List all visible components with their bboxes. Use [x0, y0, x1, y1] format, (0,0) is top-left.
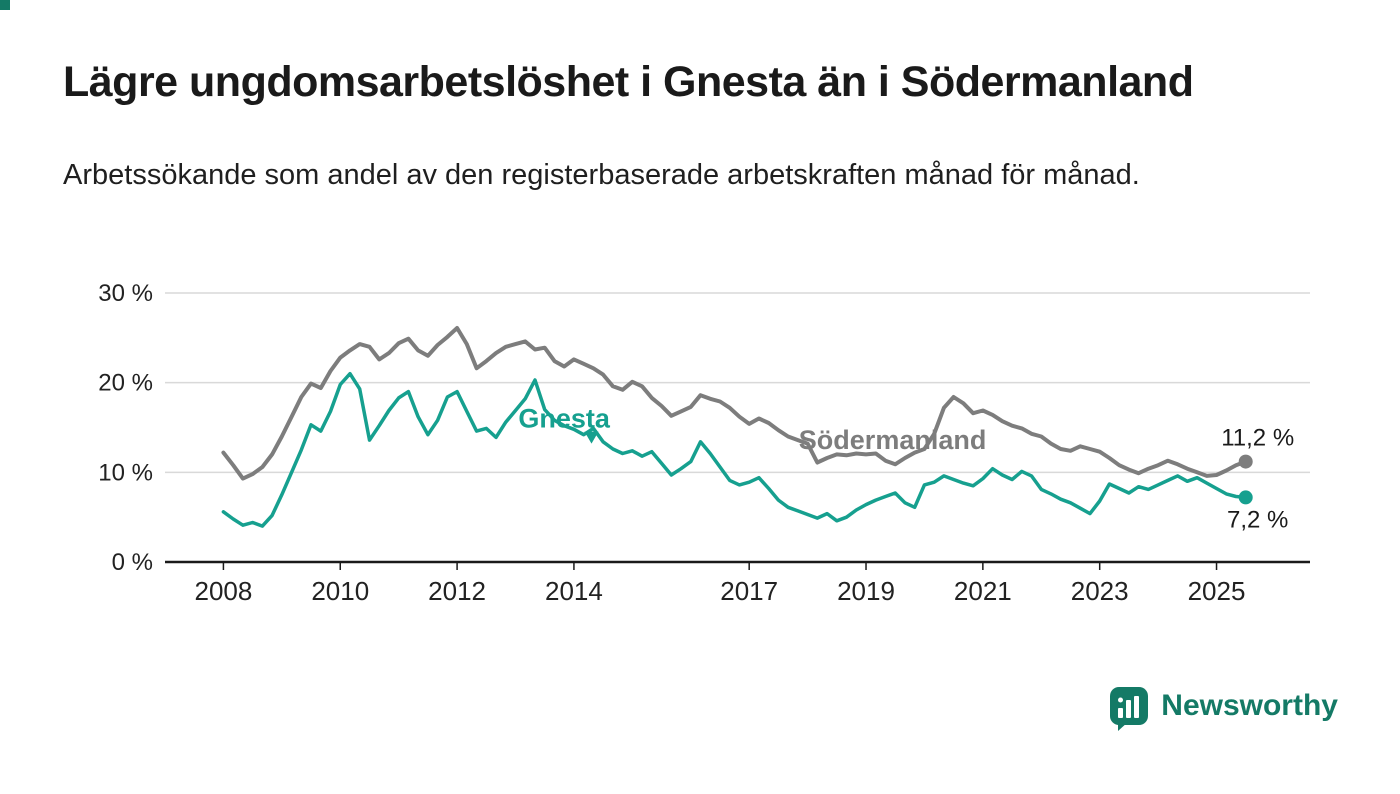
x-tick-label-2023: 2023 — [1071, 576, 1129, 606]
series-line-gnesta — [221, 371, 1248, 528]
x-tick-label-2012: 2012 — [428, 576, 486, 606]
series-label-gnesta: Gnesta — [518, 404, 611, 434]
x-tick-label-2014: 2014 — [545, 576, 603, 606]
y-tick-label-20: 20 % — [98, 370, 153, 397]
chart: 0 % 10 % 20 % 30 % 2008 2010 2012 2014 2017 2019 2… — [65, 270, 1325, 610]
chart-svg: 0 % 10 % 20 % 30 % 2008 2010 2012 2014 2017 2019 2… — [98, 280, 1310, 606]
end-value-label-gnesta: 7,2 % — [1227, 506, 1288, 533]
x-tick-label-2017: 2017 — [720, 576, 778, 606]
newsworthy-logo-text: Newsworthy — [1161, 689, 1338, 722]
page-title: Lägre ungdomsarbetslöshet i Gnesta än i … — [63, 58, 1194, 106]
x-tick-label-2021: 2021 — [954, 576, 1012, 606]
y-tick-label-0: 0 % — [112, 549, 153, 576]
x-tick-label-2019: 2019 — [837, 576, 895, 606]
logo-bar-large — [1134, 696, 1140, 718]
series-end-dot-gnesta — [1238, 490, 1253, 505]
y-tick-label-30: 30 % — [98, 280, 153, 307]
series-label-arrow-gnesta — [584, 431, 599, 444]
series-end-dot-sodermanland — [1238, 454, 1253, 469]
x-tick-label-2010: 2010 — [311, 576, 369, 606]
logo-bar-small — [1118, 708, 1124, 718]
newsworthy-logo: Newsworthy — [1109, 686, 1338, 732]
series-line-sodermanland — [221, 326, 1248, 481]
x-tick-label-2025: 2025 — [1188, 576, 1246, 606]
x-tick-label-2008: 2008 — [194, 576, 252, 606]
logo-bar-medium — [1126, 700, 1132, 718]
series-label-sodermanland: Södermanland — [799, 425, 987, 455]
corner-accent — [0, 0, 10, 10]
newsworthy-logo-icon — [1110, 687, 1149, 731]
end-value-label-sodermanland: 11,2 % — [1221, 425, 1294, 452]
logo-bubble-tail — [1118, 722, 1129, 731]
y-tick-label-10: 10 % — [98, 459, 153, 486]
chart-subtitle: Arbetssökande som andel av den registerb… — [63, 159, 1140, 191]
logo-dot — [1118, 697, 1124, 703]
